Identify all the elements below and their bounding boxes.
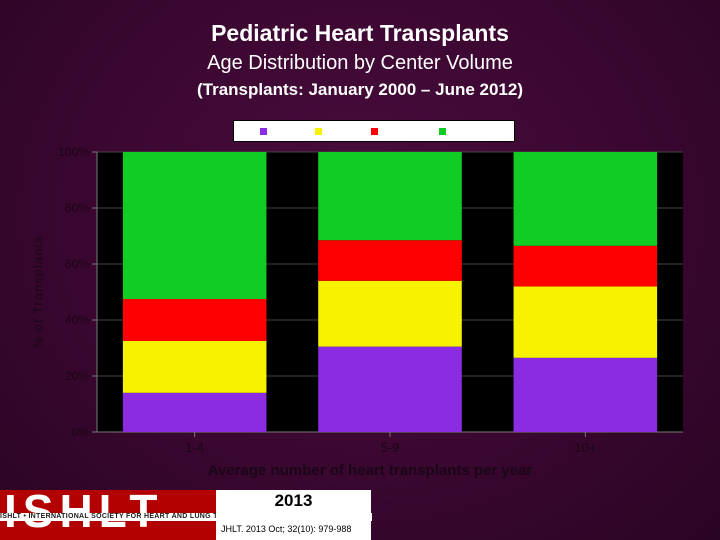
bar-segment	[318, 346, 462, 432]
x-tick-label: 1-4	[185, 440, 204, 455]
legend-swatch-red	[371, 128, 378, 135]
y-tick-label: 60%	[65, 257, 89, 271]
x-tick-label: 10+	[574, 440, 596, 455]
x-tick-label: 5-9	[381, 440, 400, 455]
logo-subtitle: ISHLT • INTERNATIONAL SOCIETY FOR HEART …	[0, 513, 372, 521]
year-box: 2013 JHLT. 2013 Oct; 32(10): 979-988	[216, 490, 371, 540]
bar-segment	[318, 280, 462, 347]
y-tick-label: 0%	[72, 425, 90, 439]
bar-segment	[513, 245, 658, 287]
report-year: 2013	[274, 491, 313, 510]
legend-swatch-green	[439, 128, 446, 135]
x-axis-label: Average number of heart transplants per …	[207, 462, 533, 479]
chart-legend	[233, 120, 515, 142]
y-tick-label: 80%	[65, 201, 89, 215]
bar-segment	[318, 240, 462, 281]
chart-subtitle: Age Distribution by Center Volume	[207, 52, 513, 74]
chart-title: Pediatric Heart Transplants	[211, 20, 509, 46]
bar-segment	[122, 392, 267, 432]
bar-segment	[122, 341, 267, 393]
bar-segment	[122, 299, 267, 341]
chart-date-range: (Transplants: January 2000 – June 2012)	[197, 80, 523, 99]
legend-swatch-yellow	[315, 128, 322, 135]
bar-segment	[513, 152, 658, 246]
y-axis-label: % of Transplants	[30, 235, 46, 349]
y-tick-label: 40%	[65, 313, 89, 327]
y-tick-label: 20%	[65, 369, 89, 383]
legend-swatch-purple	[260, 128, 267, 135]
bar-segment	[122, 152, 267, 299]
bar-segment	[513, 357, 658, 432]
y-tick-label: 100%	[58, 145, 89, 159]
journal-citation: JHLT. 2013 Oct; 32(10): 979-988	[221, 524, 352, 534]
bar-segment	[318, 152, 462, 241]
bar-segment	[513, 286, 658, 358]
